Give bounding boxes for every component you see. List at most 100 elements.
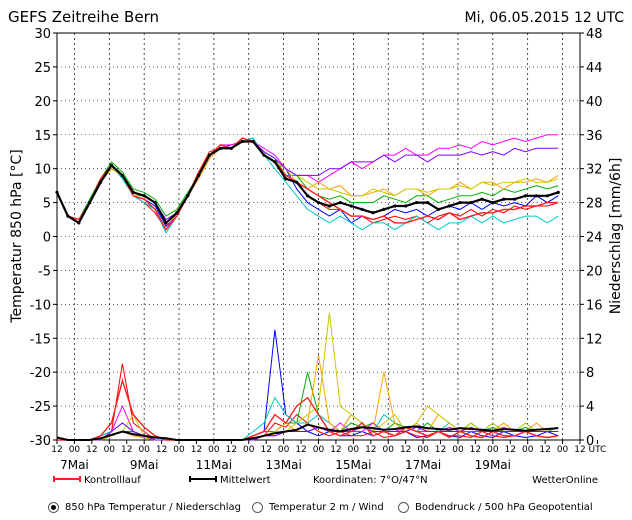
- x-hour-label: 12: [574, 445, 585, 455]
- precip-series-6: [57, 312, 559, 441]
- y2-tick-label: 12: [586, 332, 603, 347]
- mean-temp-point: [55, 190, 59, 195]
- option-bodendruck-label: Bodendruck / 500 hPa Geopotential: [415, 502, 593, 513]
- x-hour-label: 00: [487, 445, 499, 455]
- y2-tick-label: 48: [586, 27, 603, 42]
- x-hour-label: 12: [435, 445, 446, 455]
- mean-temp-point: [66, 214, 70, 218]
- mean-precip-line: [56, 423, 559, 441]
- y-tick-label: 5: [43, 197, 51, 212]
- mean-temp-point: [349, 204, 353, 208]
- option-bodendruck[interactable]: Bodendruck / 500 hPa Geopotential: [398, 502, 593, 513]
- mean-temp-point: [393, 204, 397, 208]
- mean-temp-point: [338, 200, 342, 205]
- x-day-label: 19Mai: [475, 458, 511, 472]
- option-850hpa[interactable]: 850 hPa Temperatur / Niederschlag: [48, 502, 241, 513]
- y2-tick-label: 32: [586, 163, 603, 178]
- mean-temp-point: [523, 194, 528, 198]
- y-tick-label: -25: [30, 400, 51, 415]
- mean-temp-point: [502, 197, 506, 201]
- mean-temp-point: [360, 207, 364, 211]
- x-day-label: 15Mai: [335, 458, 371, 472]
- radio-temp2m[interactable]: [252, 502, 263, 513]
- radio-850hpa[interactable]: [48, 502, 59, 513]
- x-day-label: 17Mai: [405, 458, 441, 472]
- mean-temp-point: [382, 207, 386, 211]
- mean-temp-point: [251, 139, 255, 144]
- mean-temp-point: [306, 194, 310, 198]
- x-hour-label: 12: [505, 445, 516, 455]
- legend-mean-label: Mittelwert: [220, 475, 271, 486]
- mean-temp-point: [77, 221, 81, 225]
- mean-temp-point: [425, 200, 430, 205]
- y2-tick-label: 8: [586, 366, 594, 381]
- mean-temp-point: [316, 200, 321, 205]
- x-hour-label: 12: [400, 445, 411, 455]
- x-hour-label: 00: [104, 445, 116, 455]
- mean-temp-point: [436, 207, 440, 211]
- brand-label: WetterOnline: [532, 475, 598, 486]
- y2-axis-label: Niederschlag [mm/6h]: [608, 158, 624, 315]
- mean-temp-point: [197, 173, 201, 178]
- y-tick-label: -5: [38, 264, 51, 279]
- y2-tick-label: 20: [586, 264, 603, 279]
- mean-temp-point: [469, 200, 473, 205]
- x-hour-label: 00: [243, 445, 255, 455]
- legend: Kontrolllauf Mittelwert Koordinaten: 7°O…: [53, 475, 598, 486]
- mean-temp-point: [186, 194, 190, 198]
- x-hour-label: 12: [470, 445, 481, 455]
- x-hour-label: 12: [191, 445, 202, 455]
- x-hour-label: 00: [452, 445, 464, 455]
- mean-temp-point: [556, 190, 560, 195]
- mean-temp-point: [109, 163, 114, 167]
- mean-temp-point: [295, 180, 299, 184]
- mean-temp-point: [98, 180, 103, 184]
- y2-tick-label: 4: [586, 400, 594, 415]
- y-tick-label: -20: [30, 366, 51, 381]
- mean-temp-point: [371, 211, 375, 215]
- plot-area: [56, 32, 581, 441]
- x-hour-label: 12: [156, 445, 167, 455]
- y2-tick-label: 40: [586, 95, 603, 110]
- x-hour-label: 00: [69, 445, 81, 455]
- x-hour-label: 12: [260, 445, 271, 455]
- mean-temp-point: [480, 197, 484, 201]
- option-temp2m[interactable]: Temperatur 2 m / Wind: [252, 502, 384, 513]
- mean-temp-point: [447, 204, 451, 208]
- x-hour-label: 00: [383, 445, 395, 455]
- mean-temp-point: [458, 200, 462, 205]
- mean-temp-point: [404, 204, 408, 208]
- mean-temp-point: [284, 177, 288, 181]
- mean-temp-point: [534, 194, 539, 198]
- control-precip-line: [57, 378, 559, 441]
- temp-series-4: [56, 137, 559, 235]
- radio-bodendruck[interactable]: [398, 502, 409, 513]
- mean-temp-point: [120, 173, 124, 178]
- x-hour-label: 00: [208, 445, 220, 455]
- control-temp-line: [56, 137, 559, 231]
- x-hour-label: 12: [121, 445, 132, 455]
- mean-temp-point: [229, 146, 233, 150]
- y-tick-label: -30: [30, 434, 51, 449]
- x-hour-label: 00: [522, 445, 534, 455]
- mean-temp-point: [131, 190, 135, 195]
- x-hour-label: UTC: [589, 445, 607, 455]
- x-hour-label: 00: [313, 445, 325, 455]
- y2-tick-label: 16: [586, 298, 603, 313]
- x-hour-label: 00: [557, 445, 569, 455]
- mean-lines: [55, 137, 560, 441]
- x-day-label: 7Mai: [60, 458, 89, 472]
- y2-tick-label: 44: [586, 61, 603, 76]
- y-axis-left-ticks: 30 25 20 15 10 5 0 -5 -10 -15 -20 -25 -30: [30, 27, 57, 449]
- mean-temp-point: [153, 200, 157, 205]
- y-tick-label: 0: [43, 231, 51, 246]
- run-date: Mi, 06.05.2015 12 UTC: [465, 10, 625, 26]
- x-hour-label: 12: [365, 445, 376, 455]
- x-hour-label: 00: [348, 445, 360, 455]
- x-axis-ticks: 12 00 12 00 12 00 12 00 12 00 12 00 12 00 12 00 12 00 12 00…: [51, 440, 606, 472]
- mean-temp-point: [545, 194, 549, 198]
- y2-tick-label: 0: [586, 434, 594, 449]
- chart-title: GEFS Zeitreihe Bern: [8, 8, 159, 26]
- x-hour-label: 12: [330, 445, 341, 455]
